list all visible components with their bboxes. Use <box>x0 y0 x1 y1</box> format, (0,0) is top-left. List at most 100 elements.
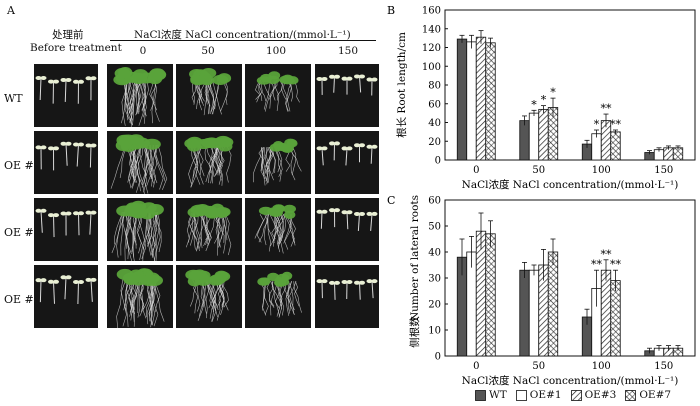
y-tick-label: 100 <box>422 62 441 73</box>
y-tick-label: 0 <box>435 156 441 167</box>
y-tick-label: 20 <box>428 137 441 148</box>
before-label-en: Before treatment <box>30 42 122 54</box>
row-label: OE #7 <box>4 293 41 306</box>
x-tick-label: 150 <box>654 165 673 176</box>
panel-b-root-length-chart: B 0 20 40 60 80 100 120 140 160 0 50 * * * 100 * ** ** 150 N… <box>385 0 700 196</box>
seedling-photo-treated <box>315 198 379 261</box>
y-axis-label-en: Number of lateral roots <box>409 195 421 321</box>
x-tick-label: 100 <box>592 165 611 176</box>
bar-oe1 <box>528 269 540 357</box>
seedling-photo-before-treatment <box>34 131 98 194</box>
seedling-photo-treated <box>176 265 242 328</box>
seedling-photo-treated <box>176 131 242 194</box>
legend-label: WT <box>489 389 507 401</box>
concentration-label: 150 <box>338 45 359 57</box>
bar-oe1 <box>591 133 602 161</box>
significance-mark: * <box>531 98 537 111</box>
significance-mark: ** <box>610 258 622 271</box>
bar-oe7 <box>610 131 621 161</box>
row-label: WT <box>4 92 23 105</box>
x-tick-label: 0 <box>473 165 479 176</box>
before-label-cn: 处理前 <box>52 29 84 41</box>
legend-swatch <box>515 389 527 401</box>
significance-mark: * <box>550 86 556 99</box>
legend-item: OE#3 <box>570 389 617 401</box>
seedling-photo-treated <box>107 198 173 261</box>
y-tick-label: 80 <box>428 81 441 92</box>
seedling-photo-treated <box>176 198 242 261</box>
bar-oe3 <box>538 108 549 161</box>
bar-wt <box>519 269 530 357</box>
seedling-photo-before-treatment <box>34 198 98 261</box>
bar-oe3 <box>600 269 612 357</box>
significance-mark: ** <box>601 102 613 115</box>
bar-oe1 <box>466 41 477 161</box>
panel-a-letter: A <box>7 4 15 17</box>
y-tick-label: 120 <box>422 43 441 54</box>
legend: WT OE#1 OE#3 OE#7 <box>475 389 680 401</box>
seedling-photo-before-treatment <box>34 64 98 127</box>
seedling-photo-treated <box>245 64 311 127</box>
significance-mark: * <box>541 94 547 107</box>
y-tick-label: 40 <box>428 118 441 129</box>
significance-mark: ** <box>591 258 603 271</box>
row-label: OE #3 <box>4 226 41 239</box>
bar-wt <box>456 38 468 161</box>
y-tick-label: 60 <box>428 99 441 110</box>
bar-oe1 <box>466 251 477 357</box>
seedling-photo-treated <box>315 64 379 127</box>
seedling-photo-treated <box>107 265 173 328</box>
significance-mark: ** <box>601 248 613 261</box>
x-tick-label: 100 <box>592 361 611 372</box>
significance-mark: ** <box>610 118 622 131</box>
seedling-photo-treated <box>245 198 311 261</box>
legend-swatch <box>625 389 637 401</box>
concentration-header: NaCl浓度 NaCl concentration/(mmol·L⁻¹) <box>134 29 351 41</box>
legend-label: OE#7 <box>639 389 672 401</box>
x-tick-label: 150 <box>654 361 673 372</box>
seedling-photo-before-treatment <box>34 265 98 328</box>
y-tick-label: 60 <box>428 196 441 207</box>
y-tick-label: 140 <box>422 24 441 35</box>
x-tick-label: 50 <box>532 361 545 372</box>
x-axis-label: NaCl浓度 NaCl concentration/(mmol·L⁻¹) <box>462 178 679 191</box>
seedling-photo-treated <box>315 131 379 194</box>
bar-oe7 <box>610 280 621 357</box>
x-tick-label: 0 <box>473 361 479 372</box>
legend-item: OE#7 <box>625 389 671 401</box>
legend-item: OE#1 <box>515 389 562 401</box>
panel-letter: C <box>387 194 395 207</box>
seedling-photo-treated <box>245 131 311 194</box>
y-tick-label: 30 <box>428 274 441 285</box>
header-rule <box>110 40 376 41</box>
concentration-label: 0 <box>139 45 147 57</box>
y-tick-label: 0 <box>435 352 441 363</box>
y-tick-label: 40 <box>428 248 441 259</box>
y-tick-label: 160 <box>422 6 441 17</box>
bar-wt <box>519 120 530 161</box>
bar-oe7 <box>547 251 559 357</box>
y-axis-label: 根长 Root length/cm <box>395 32 408 138</box>
row-label: OE #1 <box>4 159 41 172</box>
concentration-label: 50 <box>201 45 215 57</box>
panel-c-lateral-roots-chart: C 0 10 20 30 40 50 60 0 50 100 ** ** ** 150 NaCl浓度 NaCl… <box>385 192 700 392</box>
y-tick-label: 50 <box>428 222 441 233</box>
bar-oe3 <box>475 36 487 161</box>
bar-oe7 <box>485 233 496 357</box>
bar-oe7 <box>485 42 496 161</box>
x-axis-label: NaCl浓度 NaCl concentration/(mmol·L⁻¹) <box>462 374 679 387</box>
seedling-photo-treated <box>176 64 242 127</box>
x-tick-label: 50 <box>532 165 545 176</box>
legend-swatch <box>475 389 486 401</box>
y-tick-label: 20 <box>428 300 441 311</box>
legend-swatch <box>570 389 582 401</box>
bar-oe3 <box>475 230 487 357</box>
y-axis-label-cn: 侧根数 <box>408 316 421 348</box>
concentration-label: 100 <box>266 45 287 57</box>
legend-label: OE#3 <box>584 389 617 401</box>
bar-oe1 <box>528 112 540 161</box>
seedling-photo-treated <box>245 265 311 328</box>
legend-item: WT <box>475 389 507 401</box>
legend-label: OE#1 <box>529 389 562 401</box>
